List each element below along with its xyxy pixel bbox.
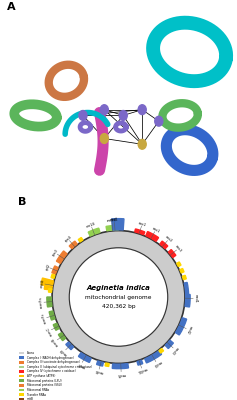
Wedge shape — [44, 280, 53, 290]
Text: rps4: rps4 — [64, 235, 72, 243]
Text: ccmB: ccmB — [51, 336, 60, 346]
Wedge shape — [78, 353, 91, 362]
Bar — [19, 389, 24, 391]
Bar — [19, 379, 24, 382]
Text: Complex I (NADH dehydrogenase): Complex I (NADH dehydrogenase) — [27, 356, 74, 360]
Text: mitochondrial genome: mitochondrial genome — [85, 294, 152, 300]
Text: rrn18: rrn18 — [86, 222, 96, 229]
Bar — [19, 370, 24, 373]
Text: nad1: nad1 — [193, 294, 197, 303]
Text: Complex II (succinate dehydrogenase): Complex II (succinate dehydrogenase) — [27, 360, 80, 364]
Wedge shape — [159, 348, 164, 353]
Wedge shape — [135, 229, 145, 235]
Circle shape — [138, 139, 146, 149]
Wedge shape — [112, 364, 128, 369]
Wedge shape — [182, 275, 186, 280]
Text: nad4: nad4 — [152, 360, 162, 368]
Wedge shape — [52, 266, 58, 274]
Text: Ribosomal proteins (LSU): Ribosomal proteins (LSU) — [27, 379, 61, 383]
Text: 420,362 bp: 420,362 bp — [102, 304, 135, 309]
Text: ccmFc: ccmFc — [41, 312, 48, 324]
Text: rps3: rps3 — [52, 248, 59, 257]
Wedge shape — [175, 318, 187, 335]
Bar — [19, 366, 24, 368]
Wedge shape — [160, 241, 168, 249]
Text: nad4L: nad4L — [137, 366, 148, 374]
Wedge shape — [105, 363, 109, 366]
Wedge shape — [137, 360, 143, 365]
Circle shape — [79, 110, 87, 120]
Bar — [19, 393, 24, 396]
Circle shape — [69, 248, 168, 346]
Circle shape — [138, 105, 146, 114]
Text: nad7: nad7 — [76, 360, 86, 368]
Wedge shape — [66, 342, 73, 350]
Wedge shape — [41, 278, 53, 286]
Text: cox1: cox1 — [151, 226, 160, 234]
Text: A: A — [7, 2, 16, 12]
Wedge shape — [69, 241, 77, 249]
Text: B: B — [18, 197, 27, 207]
Text: nad1: nad1 — [110, 218, 119, 222]
Wedge shape — [51, 274, 55, 278]
Text: nad5: nad5 — [117, 372, 126, 376]
Wedge shape — [177, 262, 181, 266]
Text: nad3: nad3 — [170, 345, 179, 354]
Wedge shape — [49, 288, 52, 292]
Text: Ribosomal proteins (SSU): Ribosomal proteins (SSU) — [27, 383, 62, 387]
Text: Complex IV (cytochrome c oxidase): Complex IV (cytochrome c oxidase) — [27, 370, 75, 374]
Text: cox3: cox3 — [174, 244, 182, 253]
Wedge shape — [49, 311, 55, 320]
Wedge shape — [180, 268, 184, 273]
Bar — [19, 375, 24, 378]
Wedge shape — [47, 297, 52, 307]
Text: nad6: nad6 — [94, 368, 103, 374]
Wedge shape — [146, 232, 159, 241]
Wedge shape — [97, 361, 103, 366]
Text: Complex III (ubiquinol cytochrome c reductase): Complex III (ubiquinol cytochrome c redu… — [27, 365, 92, 369]
Text: mttB: mttB — [27, 397, 34, 400]
Circle shape — [100, 105, 108, 114]
Bar — [19, 361, 24, 364]
Text: mttB: mttB — [40, 279, 46, 288]
Text: cox2: cox2 — [164, 235, 173, 243]
Text: ATP synthase (ATP9): ATP synthase (ATP9) — [27, 374, 55, 378]
Circle shape — [100, 134, 108, 144]
Bar — [19, 352, 24, 354]
Wedge shape — [56, 251, 67, 264]
Text: rrn26: rrn26 — [107, 218, 117, 223]
Wedge shape — [185, 294, 190, 307]
Wedge shape — [58, 332, 66, 341]
Wedge shape — [184, 282, 189, 295]
Wedge shape — [78, 238, 83, 242]
Text: Aeginetia indica: Aeginetia indica — [87, 285, 150, 291]
Circle shape — [155, 116, 163, 126]
Wedge shape — [169, 250, 176, 258]
Bar — [19, 356, 24, 359]
Wedge shape — [145, 351, 162, 363]
Wedge shape — [112, 219, 124, 230]
Text: Transfer RNAs: Transfer RNAs — [27, 393, 46, 397]
Wedge shape — [106, 225, 118, 231]
Wedge shape — [165, 340, 173, 348]
Text: ccmFn: ccmFn — [39, 296, 44, 308]
Text: Ribosomal RNAs: Ribosomal RNAs — [27, 388, 49, 392]
Text: nad2: nad2 — [184, 325, 192, 334]
Text: rpl2: rpl2 — [45, 263, 51, 271]
Text: cox1: cox1 — [138, 221, 147, 227]
Circle shape — [119, 110, 127, 120]
Text: nad9: nad9 — [59, 347, 69, 356]
Bar — [19, 398, 24, 400]
Wedge shape — [88, 228, 100, 236]
Bar — [19, 384, 24, 387]
Text: ccmC: ccmC — [46, 325, 53, 336]
Wedge shape — [53, 323, 59, 330]
Text: Exons: Exons — [27, 351, 35, 355]
